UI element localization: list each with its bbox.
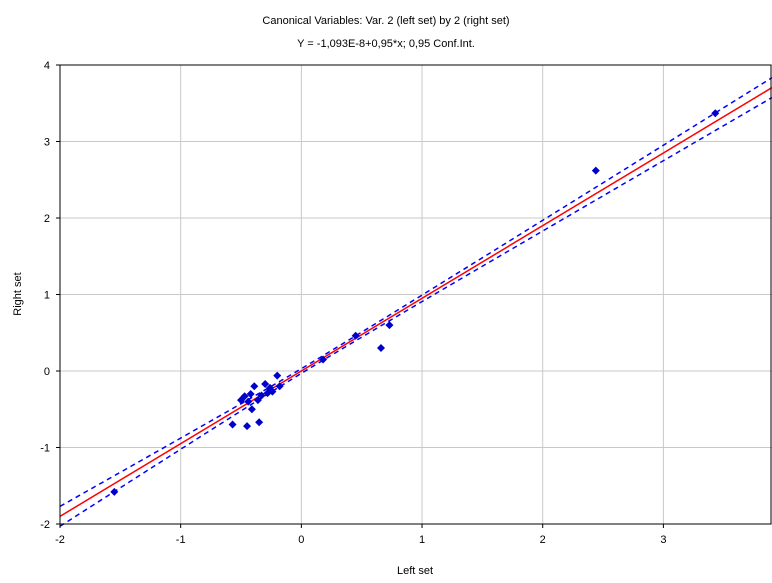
y-tick-label: 2: [44, 213, 50, 225]
data-point: [244, 397, 253, 406]
data-point: [240, 392, 249, 401]
y-axis-label: Right set: [12, 272, 24, 315]
data-points: [110, 109, 720, 496]
x-tick-label: 2: [540, 534, 546, 546]
x-tick-label: 0: [298, 534, 304, 546]
chart-subtitle: Y = -1,093E-8+0,95*x; 0,95 Conf.Int.: [297, 38, 475, 50]
data-point: [255, 418, 264, 427]
data-point: [351, 331, 360, 340]
conf-band-lower: [59, 96, 772, 527]
data-point: [377, 344, 386, 353]
data-point: [711, 109, 720, 118]
conf-band-upper: [59, 76, 772, 508]
data-point: [110, 487, 119, 496]
data-point: [228, 420, 237, 429]
y-tick-label: 0: [44, 366, 50, 378]
data-point: [385, 321, 394, 330]
chart-title: Canonical Variables: Var. 2 (left set) b…: [262, 15, 509, 27]
data-point: [253, 396, 262, 405]
data-point: [250, 382, 259, 391]
regression-fit: [59, 86, 772, 517]
data-point: [247, 405, 256, 414]
fit-line: [59, 86, 772, 517]
data-point: [591, 166, 600, 175]
y-tick-label: -1: [40, 443, 50, 455]
data-point: [261, 380, 270, 389]
data-point: [268, 387, 277, 396]
y-axis-ticks: -2 -1 0 1 2 3 4: [40, 60, 60, 531]
x-tick-label: -2: [55, 534, 65, 546]
y-tick-label: 4: [44, 60, 50, 72]
confidence-band: [59, 76, 772, 527]
grid: [59, 64, 772, 525]
data-point: [273, 371, 282, 380]
y-tick-label: 3: [44, 137, 50, 149]
data-point: [243, 422, 252, 431]
data-point: [257, 391, 266, 400]
data-point: [275, 382, 284, 391]
x-axis-label: Left set: [397, 565, 433, 577]
data-point: [319, 355, 328, 364]
y-tick-label: -2: [40, 519, 50, 531]
x-tick-label: -1: [176, 534, 186, 546]
y-tick-label: 1: [44, 290, 50, 302]
x-tick-label: 3: [660, 534, 666, 546]
x-tick-label: 1: [419, 534, 425, 546]
x-axis-ticks: -2 -1 0 1 2 3: [55, 524, 666, 546]
data-point: [246, 389, 255, 398]
